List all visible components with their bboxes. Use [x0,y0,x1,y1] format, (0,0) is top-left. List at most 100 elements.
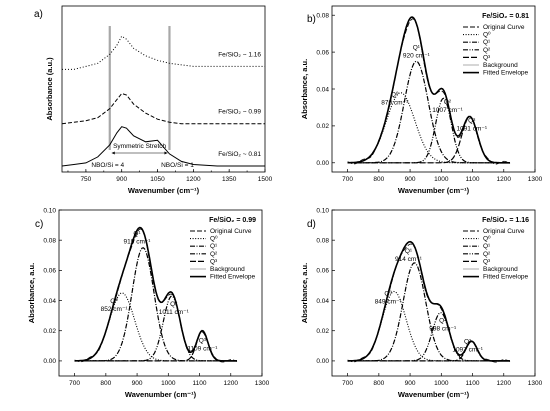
x-tick-label: 900 [405,176,416,183]
panel-0: a) 750 900 1050 1200 1350 1500 Fe/SiO₂ ~ 1.16 Fe… [34,5,273,195]
y-tick-label: 0.04 [43,298,56,305]
peak-annotation: 1109 cm⁻¹ [187,346,218,353]
y-tick-label: 0.04 [316,86,329,93]
peak-label: Q² [170,301,178,308]
panel-3: d) 700 800 900 1000 1100 1200 1300 0.00 0.02 0.04 0… [300,207,543,399]
x-tick-label: 1200 [497,380,512,387]
legend-entry: Original Curve [483,24,525,31]
fitted-envelope [347,16,510,164]
peak-curve [347,116,510,164]
fitted-envelope [74,226,237,362]
peak-curve [74,330,237,362]
annotation: Symmetric Stretch [113,143,166,150]
legend-title: Fe/SiO₂ = 0.99 [209,217,256,224]
peak-label: Q¹ [133,231,141,238]
y-tick-label: 0.04 [316,298,329,305]
legend-title: Fe/SiO₂ = 1.16 [482,217,529,224]
peak-label: Q⁰ [384,289,392,297]
series-line [61,92,265,125]
peak-annotation: 849 cm⁻¹ [375,298,403,305]
x-axis-label: Wavenumber (cm⁻¹) [125,390,197,399]
plot-frame [58,209,263,377]
y-tick-label: 0.00 [316,160,329,167]
x-tick-label: 1100 [466,176,480,183]
x-tick-label: 1300 [255,380,270,387]
y-tick-label: 0.02 [43,328,56,335]
peak-label: Q² [439,318,447,325]
y-tick-label: 0.00 [43,358,56,365]
y-tick-label: 0.10 [43,207,56,214]
legend-entry: Q¹ [483,39,491,46]
x-axis-label: Wavenumber (cm⁻¹) [398,186,470,195]
x-tick-label: 1200 [224,380,239,387]
x-tick-label: 1300 [528,380,543,387]
panel-label: d) [307,219,316,230]
x-tick-label: 1000 [434,380,449,387]
arrowhead [111,151,115,155]
legend-entry: Q³ [210,258,218,265]
x-tick-label: 1100 [466,380,480,387]
y-tick-label: 0.00 [316,358,329,365]
fitted-envelope [347,240,510,362]
y-axis-label: Absorbance, a.u. [300,59,309,119]
legend-entry: Q² [483,251,491,258]
x-tick-label: 900 [405,380,416,387]
legend-entry: Q¹ [483,243,491,250]
peak-label: Q⁰ [391,91,399,99]
annotation: NBO/Si = 1 [161,162,194,169]
legend-entry: Background [483,266,518,273]
x-tick-label: 1500 [258,176,273,183]
x-tick-label: 700 [69,380,80,387]
x-tick-label: 800 [373,380,384,387]
x-tick-label: 1200 [186,176,201,183]
x-tick-label: 700 [342,176,353,183]
x-tick-label: 900 [116,176,127,183]
legend-entry: Fitted Envelope [210,274,256,281]
y-tick-label: 0.06 [316,49,329,56]
legend-entry: Q¹ [210,243,218,250]
legend-entry: Q² [483,47,491,54]
peak-annotation: 919 cm⁻¹ [124,239,152,246]
peak-annotation: 920 cm⁻¹ [403,52,431,59]
y-axis-label: Absorbance (a.u.) [45,57,54,121]
peak-annotation: 1091 cm⁻¹ [456,126,487,133]
annotation: NBO/Si = 4 [91,162,124,169]
x-tick-label: 800 [100,380,111,387]
y-tick-label: 0.10 [316,207,329,214]
y-tick-label: 0.02 [316,328,329,335]
peak-annotation: 1097 cm⁻¹ [452,346,483,353]
peak-annotation: 870 cm⁻¹ [381,100,409,107]
y-tick-label: 0.08 [43,237,56,244]
legend-entry: Background [210,266,245,273]
legend-entry: Original Curve [483,228,525,235]
legend-entry: Q³ [483,54,491,61]
peak-annotation: 998 cm⁻¹ [429,326,457,333]
panel-label: a) [34,9,43,20]
x-tick-label: 1350 [222,176,237,183]
x-tick-label: 1050 [150,176,165,183]
x-tick-label: 1000 [161,380,176,387]
y-tick-label: 0.02 [316,123,329,130]
panel-label: b) [307,14,316,25]
panel-1: b) 700 800 900 1000 1100 1200 1300 0.00 0.02 0.04 0… [300,5,543,195]
peak-annotation: 1007 cm⁻¹ [432,107,463,114]
arrowhead [164,151,168,155]
peak-label: Q¹ [413,44,421,51]
peak-label: Q³ [464,338,472,345]
panel-label: c) [35,219,43,230]
x-tick-label: 750 [80,176,91,183]
legend-entry: Q² [210,251,218,258]
peak-label: Q¹ [405,248,413,255]
legend-entry: Background [483,62,518,69]
peak-annotation: 1011 cm⁻¹ [159,309,190,316]
x-tick-label: 1300 [528,176,543,183]
y-tick-label: 0.08 [316,13,329,20]
x-tick-label: 1000 [434,176,449,183]
peak-label: Q⁰ [110,297,118,305]
peak-label: Q³ [199,338,207,345]
x-axis-label: Wavenumber (cm⁻¹) [398,390,470,399]
x-tick-label: 900 [132,380,143,387]
x-tick-label: 1200 [497,176,512,183]
y-axis-label: Absorbance, a.u. [300,263,309,323]
